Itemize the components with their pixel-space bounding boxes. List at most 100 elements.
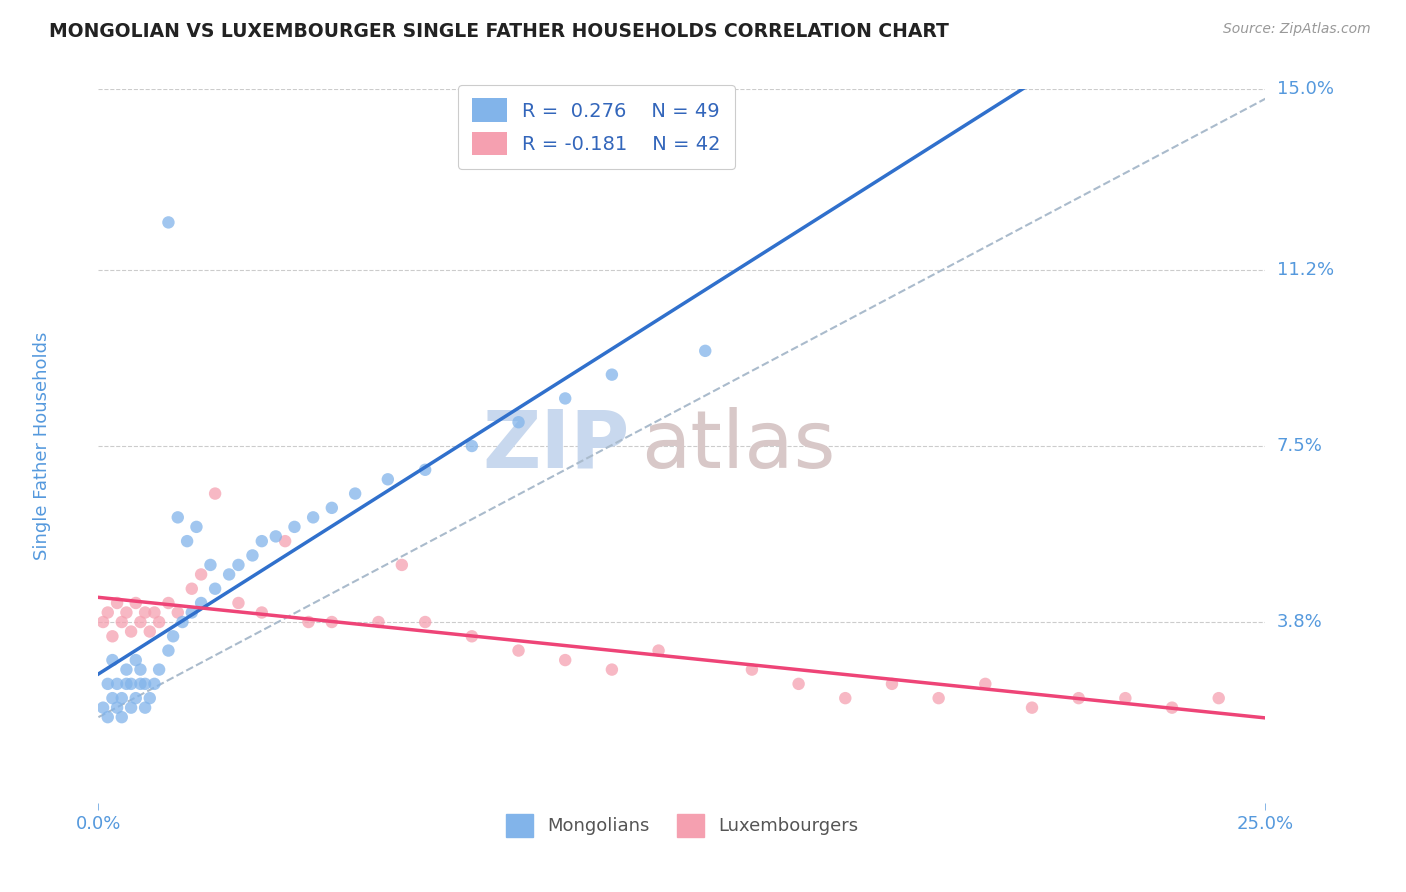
Point: [461, 629, 484, 643]
Point: [115, 677, 138, 691]
Point: [695, 343, 717, 358]
Point: [1114, 691, 1136, 706]
Point: [508, 643, 530, 657]
Point: [129, 615, 152, 629]
Point: [283, 520, 305, 534]
Text: Source: ZipAtlas.com: Source: ZipAtlas.com: [1223, 22, 1371, 37]
Point: [250, 606, 273, 620]
Text: 11.2%: 11.2%: [1277, 261, 1334, 279]
Point: [600, 663, 623, 677]
Point: [1208, 691, 1230, 706]
Point: [134, 677, 156, 691]
Text: 3.8%: 3.8%: [1277, 613, 1322, 631]
Point: [741, 663, 763, 677]
Point: [97, 677, 120, 691]
Point: [166, 606, 188, 620]
Point: [134, 700, 156, 714]
Point: [101, 691, 124, 706]
Point: [554, 653, 576, 667]
Point: [134, 606, 156, 620]
Point: [344, 486, 367, 500]
Point: [880, 677, 903, 691]
Point: [105, 700, 128, 714]
Text: ZIP: ZIP: [482, 407, 630, 485]
Point: [1067, 691, 1090, 706]
Point: [148, 663, 170, 677]
Point: [91, 700, 114, 714]
Point: [120, 677, 142, 691]
Text: 7.5%: 7.5%: [1277, 437, 1323, 455]
Point: [111, 710, 134, 724]
Point: [647, 643, 669, 657]
Point: [204, 582, 226, 596]
Point: [180, 582, 202, 596]
Point: [120, 700, 142, 714]
Point: [115, 606, 138, 620]
Point: [264, 529, 287, 543]
Point: [204, 486, 226, 500]
Point: [157, 643, 180, 657]
Point: [125, 691, 148, 706]
Point: [190, 596, 212, 610]
Point: [105, 677, 128, 691]
Point: [391, 558, 413, 572]
Point: [228, 596, 250, 610]
Point: [508, 415, 530, 429]
Point: [242, 549, 264, 563]
Point: [125, 653, 148, 667]
Point: [297, 615, 319, 629]
Point: [129, 677, 152, 691]
Point: [834, 691, 856, 706]
Legend: Mongolians, Luxembourgers: Mongolians, Luxembourgers: [498, 807, 866, 844]
Point: [974, 677, 997, 691]
Point: [97, 710, 120, 724]
Text: Single Father Households: Single Father Households: [34, 332, 52, 560]
Point: [125, 596, 148, 610]
Point: [157, 596, 180, 610]
Point: [367, 615, 389, 629]
Text: atlas: atlas: [641, 407, 835, 485]
Point: [186, 520, 208, 534]
Point: [377, 472, 399, 486]
Point: [105, 596, 128, 610]
Point: [120, 624, 142, 639]
Text: 15.0%: 15.0%: [1277, 80, 1333, 98]
Point: [143, 606, 166, 620]
Point: [250, 534, 273, 549]
Point: [200, 558, 222, 572]
Point: [928, 691, 950, 706]
Point: [115, 663, 138, 677]
Point: [139, 624, 162, 639]
Point: [228, 558, 250, 572]
Point: [321, 615, 343, 629]
Point: [176, 534, 198, 549]
Point: [274, 534, 297, 549]
Point: [321, 500, 343, 515]
Point: [101, 653, 124, 667]
Point: [413, 615, 436, 629]
Point: [461, 439, 484, 453]
Point: [600, 368, 623, 382]
Point: [101, 629, 124, 643]
Point: [97, 606, 120, 620]
Point: [129, 663, 152, 677]
Point: [413, 463, 436, 477]
Point: [139, 691, 162, 706]
Point: [91, 615, 114, 629]
Text: MONGOLIAN VS LUXEMBOURGER SINGLE FATHER HOUSEHOLDS CORRELATION CHART: MONGOLIAN VS LUXEMBOURGER SINGLE FATHER …: [49, 22, 949, 41]
Point: [1021, 700, 1043, 714]
Point: [166, 510, 188, 524]
Point: [111, 615, 134, 629]
Point: [143, 677, 166, 691]
Point: [218, 567, 240, 582]
Point: [554, 392, 576, 406]
Point: [190, 567, 212, 582]
Point: [1161, 700, 1184, 714]
Point: [180, 606, 202, 620]
Point: [162, 629, 184, 643]
Point: [172, 615, 194, 629]
Point: [787, 677, 810, 691]
Point: [111, 691, 134, 706]
Point: [148, 615, 170, 629]
Point: [157, 215, 180, 229]
